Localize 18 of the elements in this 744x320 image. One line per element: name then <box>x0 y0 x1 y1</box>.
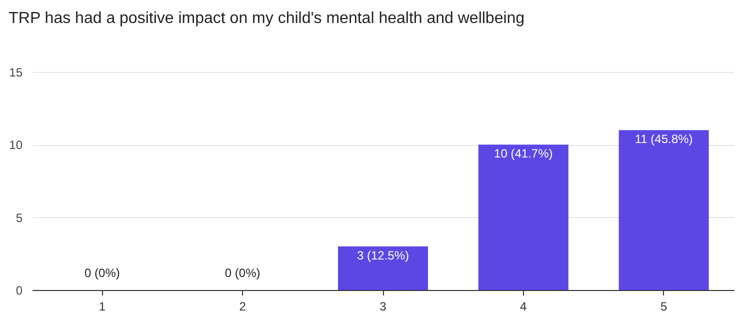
x-tick-label: 3 <box>380 300 387 314</box>
data-label: 0 (0%) <box>84 266 120 280</box>
y-tick-label: 5 <box>16 210 23 225</box>
bar <box>618 130 709 290</box>
y-tick-label: 10 <box>9 138 23 152</box>
data-label: 0 (0%) <box>224 266 260 280</box>
x-tick-label: 5 <box>660 300 668 314</box>
data-label: 10 (41.7%) <box>494 146 553 161</box>
bar <box>338 246 428 290</box>
x-tick-label: 2 <box>239 300 246 314</box>
bar <box>478 144 568 290</box>
y-tick-label: 15 <box>9 66 23 80</box>
data-label: 11 (45.8%) <box>634 132 693 146</box>
x-tick-label: 4 <box>520 300 528 314</box>
y-tick-label: 0 <box>16 284 23 298</box>
x-tick-label: 1 <box>98 300 106 314</box>
data-label: 3 (12.5%) <box>356 248 410 262</box>
chart-title: TRP has had a positive impact on my child's mental health and wellbeing <box>8 10 525 27</box>
